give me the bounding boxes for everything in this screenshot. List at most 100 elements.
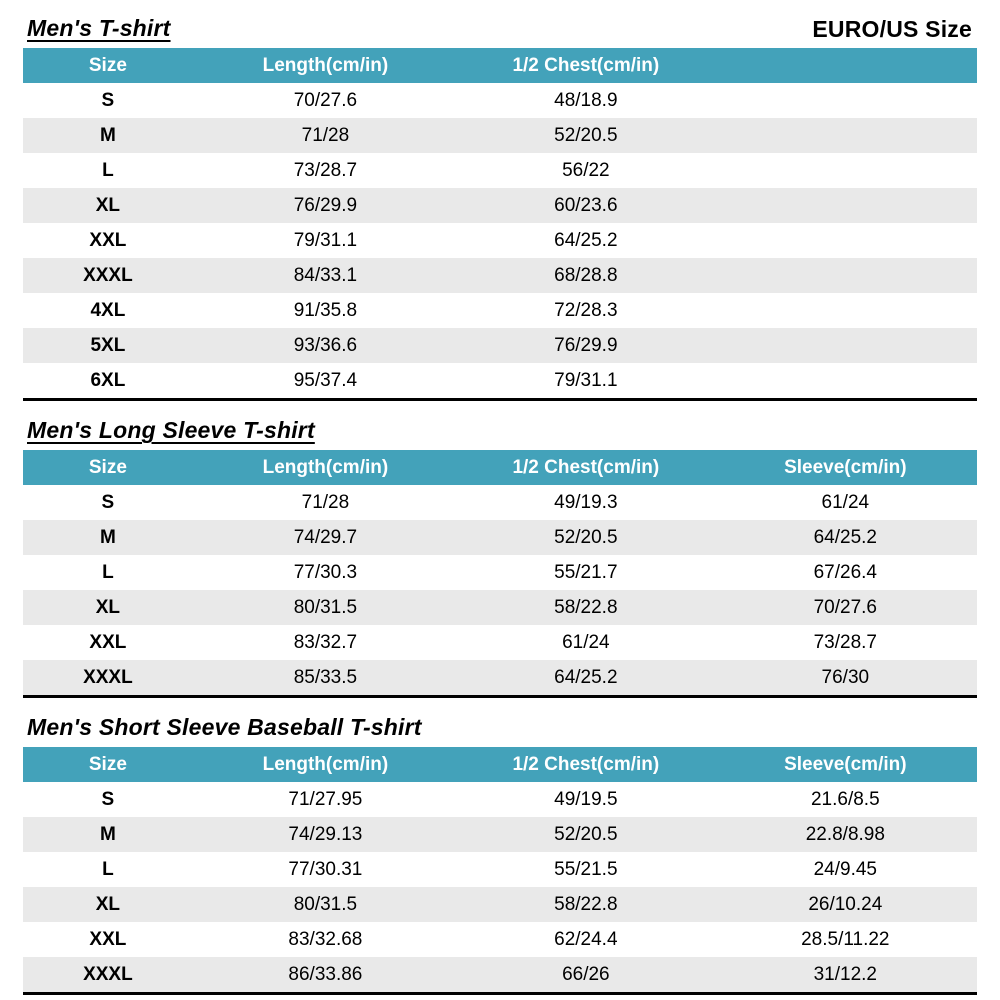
value-cell: 76/29.9 bbox=[554, 335, 618, 356]
table-row: XXL 83/32.7 61/24 73/28.7 bbox=[23, 625, 977, 660]
value-cell: 72/28.3 bbox=[554, 300, 618, 321]
value-cell: 68/28.8 bbox=[554, 265, 618, 286]
table-row: M 71/28 52/20.5 bbox=[23, 118, 977, 153]
value-cell: 21.6/8.5 bbox=[810, 789, 880, 810]
size-cell: S bbox=[101, 492, 115, 513]
column-header: Length(cm/in) bbox=[262, 55, 389, 76]
size-cell: M bbox=[99, 125, 116, 146]
value-cell: 56/22 bbox=[562, 160, 610, 181]
size-cell: XXXL bbox=[83, 964, 133, 985]
value-cell: 64/25.2 bbox=[554, 230, 618, 251]
value-cell: 64/25.2 bbox=[554, 667, 618, 688]
size-table: Size Length(cm/in) 1/2 Chest(cm/in) Sleeve(… bbox=[23, 747, 977, 995]
table-body: S 71/28 49/19.3 61/24 M 74/29.7 52/20.5 64/25.2… bbox=[23, 485, 977, 695]
value-cell: 49/19.3 bbox=[554, 492, 618, 513]
size-cell: XXL bbox=[89, 929, 127, 950]
table-row: XL 76/29.9 60/23.6 bbox=[23, 188, 977, 223]
size-cell: M bbox=[99, 824, 116, 845]
table-row: L 73/28.7 56/22 bbox=[23, 153, 977, 188]
value-cell: 22.8/8.98 bbox=[805, 824, 885, 845]
table-title: Men's Short Sleeve Baseball T-shirt bbox=[27, 714, 422, 740]
size-cell: XXXL bbox=[83, 265, 133, 286]
size-cell: XXL bbox=[89, 632, 127, 653]
value-cell: 86/33.86 bbox=[288, 964, 363, 985]
table-row: M 74/29.7 52/20.5 64/25.2 bbox=[23, 520, 977, 555]
value-cell: 62/24.4 bbox=[554, 929, 618, 950]
value-cell: 64/25.2 bbox=[813, 527, 878, 548]
table-row: XXXL 84/33.1 68/28.8 bbox=[23, 258, 977, 293]
value-cell: 52/20.5 bbox=[554, 125, 618, 146]
column-header: Size bbox=[88, 754, 127, 775]
value-cell: 67/26.4 bbox=[813, 562, 878, 583]
size-cell: XL bbox=[95, 195, 121, 216]
value-cell: 28.5/11.22 bbox=[801, 929, 890, 950]
table-row: L 77/30.3 55/21.7 67/26.4 bbox=[23, 555, 977, 590]
value-cell: 85/33.5 bbox=[293, 667, 358, 688]
column-header: Length(cm/in) bbox=[262, 754, 389, 775]
column-header: Size bbox=[88, 55, 127, 76]
column-header: Size bbox=[88, 457, 127, 478]
size-cell: XL bbox=[95, 597, 121, 618]
value-cell: 74/29.7 bbox=[293, 527, 358, 548]
size-cell: XXXL bbox=[83, 667, 133, 688]
table-row: S 70/27.6 48/18.9 bbox=[23, 83, 977, 118]
size-cell: S bbox=[101, 789, 115, 810]
value-cell: 80/31.5 bbox=[293, 894, 358, 915]
value-cell: 77/30.31 bbox=[288, 859, 363, 880]
table-row: XXL 83/32.68 62/24.4 28.5/11.22 bbox=[23, 922, 977, 957]
column-header: 1/2 Chest(cm/in) bbox=[512, 457, 660, 478]
header-row: Size Length(cm/in) 1/2 Chest(cm/in) bbox=[23, 48, 977, 83]
value-cell: 26/10.24 bbox=[808, 894, 883, 915]
value-cell: 61/24 bbox=[821, 492, 870, 513]
value-cell: 24/9.45 bbox=[813, 859, 878, 880]
table-body: S 70/27.6 48/18.9 M 71/28 52/20.5 L 73/28.7 56/2… bbox=[23, 83, 977, 398]
value-cell: 77/30.3 bbox=[293, 562, 358, 583]
table-row: XXXL 86/33.86 66/26 31/12.2 bbox=[23, 957, 977, 992]
column-header: 1/2 Chest(cm/in) bbox=[512, 754, 660, 775]
value-cell: 71/28 bbox=[301, 492, 350, 513]
column-header: 1/2 Chest(cm/in) bbox=[512, 55, 660, 76]
table-row: XL 80/31.5 58/22.8 26/10.24 bbox=[23, 887, 977, 922]
value-cell: 79/31.1 bbox=[554, 370, 618, 391]
table-row: S 71/28 49/19.3 61/24 bbox=[23, 485, 977, 520]
column-header: Sleeve(cm/in) bbox=[784, 754, 907, 775]
size-cell: 5XL bbox=[90, 335, 126, 356]
table-row: 4XL 91/35.8 72/28.3 bbox=[23, 293, 977, 328]
value-cell: 76/30 bbox=[821, 667, 870, 688]
value-cell: 91/35.8 bbox=[293, 300, 358, 321]
table-row: XL 80/31.5 58/22.8 70/27.6 bbox=[23, 590, 977, 625]
value-cell: 66/26 bbox=[562, 964, 610, 985]
column-header: Sleeve(cm/in) bbox=[784, 457, 907, 478]
table-title: Men's T-shirt bbox=[27, 15, 171, 41]
size-cell: L bbox=[102, 859, 114, 880]
value-cell: 52/20.5 bbox=[554, 824, 618, 845]
size-chart-section: Men's Short Sleeve Baseball T-shirt Size… bbox=[23, 698, 977, 995]
size-chart-section: Men's Long Sleeve T-shirt Size Length(cm/… bbox=[23, 401, 977, 698]
table-row: 6XL 95/37.4 79/31.1 bbox=[23, 363, 977, 398]
value-cell: 71/28 bbox=[301, 125, 350, 146]
header-row: Size Length(cm/in) 1/2 Chest(cm/in) Sleeve(… bbox=[23, 450, 977, 485]
table-title: Men's Long Sleeve T-shirt bbox=[27, 417, 315, 443]
value-cell: 71/27.95 bbox=[288, 789, 363, 810]
size-charts: Men's T-shirt Size Length(cm/in) 1/2 Chest… bbox=[23, 14, 977, 995]
size-table: Size Length(cm/in) 1/2 Chest(cm/in) S 70/27… bbox=[23, 48, 977, 401]
value-cell: 58/22.8 bbox=[554, 597, 618, 618]
value-cell: 95/37.4 bbox=[293, 370, 358, 391]
value-cell: 73/28.7 bbox=[293, 160, 358, 181]
size-cell: XL bbox=[95, 894, 121, 915]
table-row: L 77/30.31 55/21.5 24/9.45 bbox=[23, 852, 977, 887]
value-cell: 74/29.13 bbox=[288, 824, 363, 845]
size-table: Size Length(cm/in) 1/2 Chest(cm/in) Sleeve(… bbox=[23, 450, 977, 698]
value-cell: 84/33.1 bbox=[293, 265, 358, 286]
table-row: 5XL 93/36.6 76/29.9 bbox=[23, 328, 977, 363]
size-standard-label: EURO/US Size bbox=[812, 16, 972, 42]
value-cell: 61/24 bbox=[562, 632, 610, 653]
value-cell: 79/31.1 bbox=[293, 230, 358, 251]
header-row: Size Length(cm/in) 1/2 Chest(cm/in) Sleeve(… bbox=[23, 747, 977, 782]
table-row: XXXL 85/33.5 64/25.2 76/30 bbox=[23, 660, 977, 695]
table-row: S 71/27.95 49/19.5 21.6/8.5 bbox=[23, 782, 977, 817]
size-cell: L bbox=[102, 160, 114, 181]
size-cell: XXL bbox=[89, 230, 127, 251]
column-header: Length(cm/in) bbox=[262, 457, 389, 478]
value-cell: 70/27.6 bbox=[293, 90, 358, 111]
